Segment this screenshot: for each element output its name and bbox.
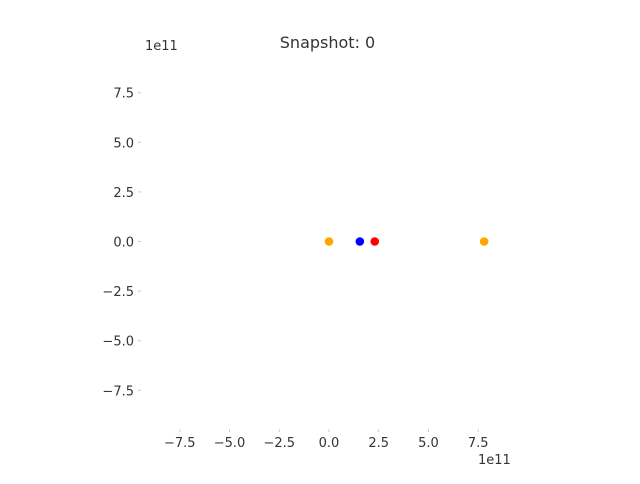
x-tick-label: −2.5 — [263, 436, 295, 451]
y-axis-offset-label: 1e11 — [145, 39, 178, 54]
data-point — [370, 237, 380, 246]
data-point — [324, 237, 334, 246]
y-tick-label: 2.5 — [113, 186, 134, 201]
y-tick-label: 0.0 — [113, 236, 134, 251]
y-tick-label: −2.5 — [102, 285, 134, 300]
x-tick-label: 0.0 — [319, 436, 340, 451]
y-axis: −7.5 −5.0 −2.5 0.0 2.5 5.0 7.5 — [102, 87, 141, 399]
x-tick-label: 5.0 — [418, 436, 439, 451]
x-tick-label: −7.5 — [164, 436, 196, 451]
data-point — [355, 237, 365, 246]
x-tick-label: 2.5 — [368, 436, 389, 451]
data-points — [324, 237, 489, 246]
y-tick-label: 5.0 — [113, 136, 134, 151]
y-tick-label: −7.5 — [102, 384, 134, 399]
x-axis-offset-label: 1e11 — [478, 453, 511, 468]
data-point — [479, 237, 489, 246]
chart-title: Snapshot: 0 — [279, 33, 376, 52]
x-axis: −7.5 −5.0 −2.5 0.0 2.5 5.0 7.5 — [164, 429, 489, 451]
y-tick-label: 7.5 — [113, 87, 134, 102]
x-tick-label: −5.0 — [214, 436, 246, 451]
y-tick-label: −5.0 — [102, 335, 134, 350]
x-tick-label: 7.5 — [468, 436, 489, 451]
